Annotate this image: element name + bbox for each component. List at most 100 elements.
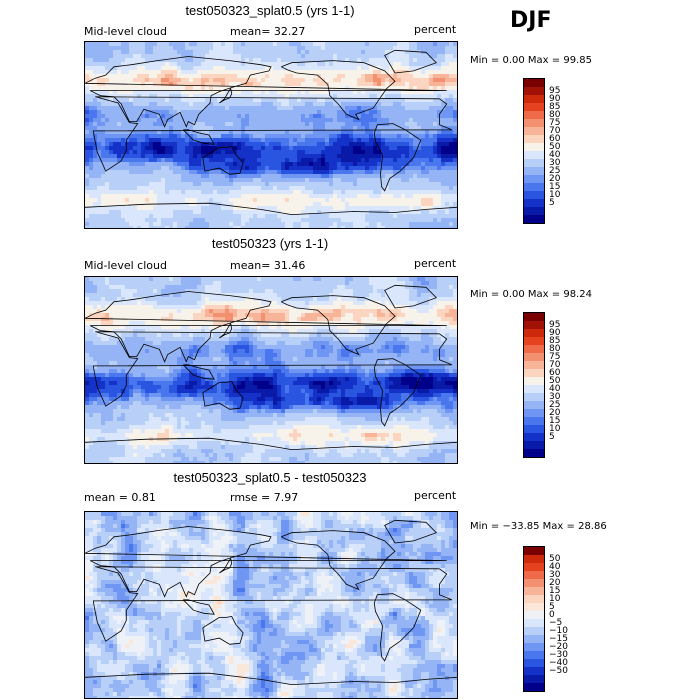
colorbar-swatch (524, 79, 544, 87)
colorbar-swatch (524, 135, 544, 143)
colorbar-tick-label: −5 (549, 618, 563, 628)
colorbar-swatch (524, 643, 544, 651)
colorbar-swatch (524, 619, 544, 627)
panel-2-title: test050323 (yrs 1-1) (211, 236, 329, 251)
colorbar-tick-label: 95 (549, 86, 561, 96)
coast-eurasia (85, 526, 447, 598)
panel-3-units: percent (414, 489, 457, 502)
colorbar-swatch (524, 579, 544, 587)
colorbar-tick-label: 60 (549, 134, 561, 144)
colorbar-tick-label: 25 (549, 166, 561, 176)
colorbar-tick-label: 30 (549, 158, 561, 168)
coast-north-america (281, 295, 396, 356)
coast-greenland (384, 284, 438, 309)
colorbar-swatch (524, 175, 544, 183)
colorbar-swatch (524, 103, 544, 111)
colorbar-tick-label: −30 (549, 650, 568, 660)
colorbar-tick-label: 40 (549, 150, 561, 160)
colorbar-swatch (524, 563, 544, 571)
colorbar-tick-label: 20 (549, 408, 561, 418)
panel-3-map-plot (85, 512, 457, 698)
coast-eurasia (85, 291, 447, 363)
colorbar-swatch (524, 675, 544, 683)
colorbar-swatch (524, 361, 544, 369)
colorbar-tick-label: 95 (549, 320, 561, 330)
colorbar-tick-label: 70 (549, 360, 561, 370)
colorbar-swatch (524, 651, 544, 659)
colorbar-swatch (524, 313, 544, 321)
coast-antarctica (85, 672, 457, 686)
colorbar-tick-label: 85 (549, 336, 561, 346)
colorbar-tick-label: 85 (549, 102, 561, 112)
colorbar-swatch (524, 151, 544, 159)
colorbar-swatch (524, 659, 544, 667)
colorbar-swatch (524, 191, 544, 199)
colorbar-swatch (524, 595, 544, 603)
colorbar-swatch (524, 143, 544, 151)
colorbar-tick-label: 75 (549, 118, 561, 128)
panel-2-minmax: Min = 0.00 Max = 98.24 (470, 289, 592, 300)
panel-1-variable-label: Mid-level cloud (84, 25, 167, 38)
panel-2-colorbar (523, 312, 545, 458)
colorbar-swatch (524, 329, 544, 337)
colorbar-swatch (524, 409, 544, 417)
colorbar-swatch (524, 337, 544, 345)
colorbar-swatch (524, 603, 544, 611)
colorbar-swatch (524, 369, 544, 377)
coast-japan (219, 322, 233, 339)
panel-3-mean: mean = 0.81 (84, 491, 156, 504)
coast-africa (92, 331, 452, 407)
colorbar-tick-label: 10 (549, 190, 561, 200)
colorbar-swatch (524, 571, 544, 579)
colorbar-tick-label: 80 (549, 110, 561, 120)
colorbar-tick-label: −40 (549, 658, 568, 668)
colorbar-swatch (524, 555, 544, 563)
map-field (85, 42, 457, 228)
colorbar-tick-label: 50 (549, 376, 561, 386)
colorbar-swatch (524, 441, 544, 449)
colorbar-swatch (524, 433, 544, 441)
coast-south-america (373, 123, 422, 192)
panel-1-minmax: Min = 0.00 Max = 99.85 (470, 55, 592, 66)
colorbar-tick-label: 40 (549, 562, 561, 572)
colorbar-tick-label: −10 (549, 626, 568, 636)
colorbar-swatch (524, 377, 544, 385)
colorbar-tick-label: 50 (549, 142, 561, 152)
colorbar-swatch (524, 667, 544, 675)
colorbar-swatch (524, 87, 544, 95)
coast-indonesia (182, 129, 215, 145)
colorbar-swatch (524, 425, 544, 433)
colorbar-tick-label: −50 (549, 666, 568, 676)
coast-australia (202, 615, 244, 645)
coast-eurasia (85, 56, 447, 128)
colorbar-tick-label: 90 (549, 94, 561, 104)
season-label: DJF (510, 8, 552, 33)
colorbar-tick-label: 5 (549, 432, 555, 442)
map-field (85, 277, 457, 463)
colorbar-tick-label: 20 (549, 578, 561, 588)
colorbar-tick-label: 15 (549, 182, 561, 192)
coast-australia (202, 145, 244, 175)
colorbar-swatch (524, 627, 544, 635)
panel-2-mean: mean= 31.46 (230, 259, 306, 272)
coast-africa (92, 96, 452, 172)
map-field (85, 512, 457, 698)
colorbar-tick-label: 30 (549, 392, 561, 402)
colorbar-tick-label: −20 (549, 642, 568, 652)
colorbar-tick-label: 10 (549, 594, 561, 604)
panel-1-title: test050323_splat0.5 (yrs 1-1) (185, 3, 355, 18)
colorbar-swatch (524, 353, 544, 361)
colorbar-swatch (524, 635, 544, 643)
colorbar-swatch (524, 159, 544, 167)
coast-north-america (281, 60, 396, 121)
colorbar-swatch (524, 207, 544, 215)
coast-greenland (384, 49, 438, 74)
panel-1-map (84, 41, 458, 229)
colorbar-tick-label: 5 (549, 198, 555, 208)
colorbar-swatch (524, 449, 544, 457)
colorbar-swatch (524, 385, 544, 393)
panel-2-map (84, 276, 458, 464)
panel-1-units: percent (414, 23, 457, 36)
colorbar-tick-label: 15 (549, 586, 561, 596)
colorbar-swatch (524, 215, 544, 223)
